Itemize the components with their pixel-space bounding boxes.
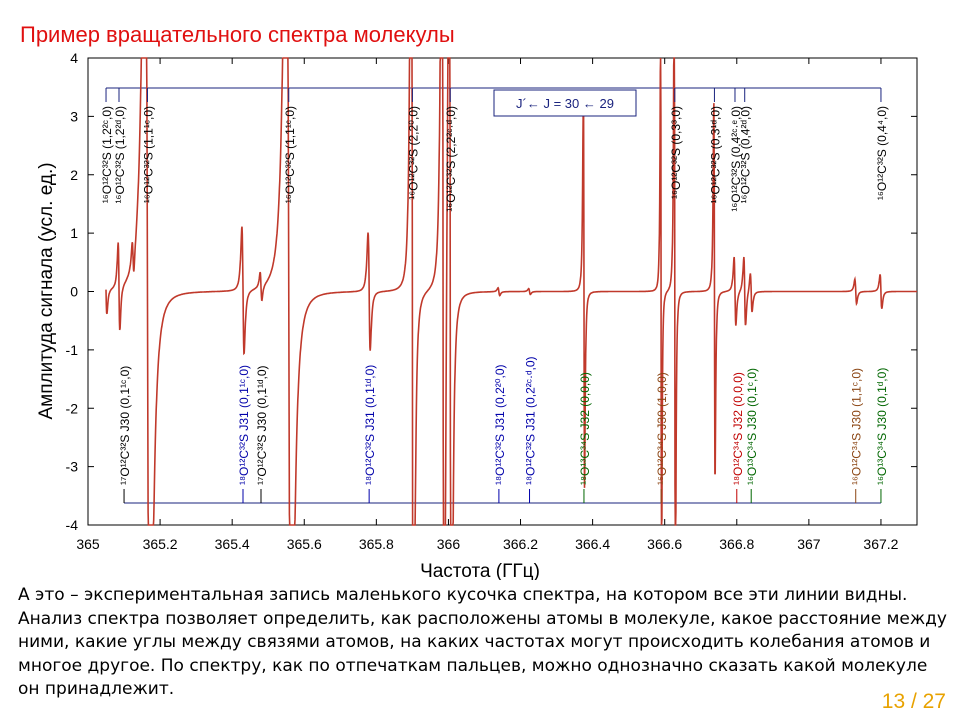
- legend-label: J´← J = 30 ← 29: [516, 96, 614, 111]
- x-tick-label: 367: [797, 536, 821, 552]
- x-tick-label: 365.6: [287, 536, 322, 552]
- y-axis-ticks: -4 -3 -2 -1 0 1 2 3 4: [66, 50, 917, 533]
- assignment-brackets: [106, 87, 881, 504]
- line-assignments: ¹⁶O¹²C³²S (1,2²ᶜ,0)¹⁶O¹²C³²S (1,2²ᵈ,0) ¹⁶…: [100, 88, 889, 503]
- top-assignment-label: ¹⁶O¹²C³²S (0,3³,0): [669, 106, 683, 199]
- y-tick-label: -2: [66, 400, 79, 416]
- bottom-assignment-label: ¹⁷O¹²C³²S J30 (0,1¹ᵈ,0): [255, 365, 269, 485]
- bottom-assignment-label: ¹⁸O¹²C³²S J31 (0,1¹ᵈ,0): [363, 365, 377, 485]
- x-tick-label: 365: [76, 536, 100, 552]
- y-axis-label: Амплитуда сигнала (усл. ед.): [36, 162, 57, 419]
- top-assignment-label: ¹⁶O¹²C³²S (0,4²ᶜ·ᵉ,0): [729, 106, 743, 212]
- spectrum-trace: [105, 57, 917, 526]
- top-assignment-label: ¹⁶O¹²C³²S (1,2²ᶜ,0): [100, 106, 114, 203]
- bottom-assignment-label: ¹⁸O¹²C³⁴S J32 (0,0,0): [731, 372, 745, 485]
- y-tick-label: 0: [70, 284, 78, 300]
- x-tick-label: 366.8: [719, 536, 754, 552]
- bottom-assignment-label: ¹⁸O¹²C³²S J31 (0,2²ᶜ·ᵈ,0): [524, 356, 538, 485]
- y-tick-label: 2: [70, 167, 78, 183]
- y-tick-label: -4: [66, 517, 79, 533]
- top-assignment-label: ¹⁶O¹²C³²S (0,4⁴,0): [875, 106, 889, 200]
- x-tick-label: 365.8: [359, 536, 394, 552]
- x-tick-label: 365.2: [143, 536, 178, 552]
- page-number: 13 / 27: [881, 690, 946, 713]
- y-tick-label: -1: [66, 342, 79, 358]
- bottom-assignment-label: ¹⁷O¹²C³²S J30 (0,1¹ᶜ,0): [118, 366, 132, 485]
- slide-body-text: А это – экспериментальная запись маленьк…: [18, 585, 947, 699]
- bottom-assignment-label: ¹⁶O¹³C³⁴S J30 (0,1ᶜ,0): [745, 368, 759, 485]
- y-tick-label: -3: [66, 459, 79, 475]
- bottom-assignment-label: ¹⁸O¹³C³⁴S J32 (0,0,0): [578, 372, 592, 485]
- x-tick-label: 366: [437, 536, 461, 552]
- top-assignment-label: ¹⁶O¹²C³²S (1,1¹ᶜ,0): [141, 106, 155, 203]
- slide-title: Пример вращательного спектра молекулы: [20, 22, 455, 47]
- top-assignment-label: ¹⁶O¹²C³²S (0,4²ᵈ,0): [739, 106, 753, 203]
- x-axis-label: Частота (ГГц): [420, 561, 540, 580]
- x-tick-label: 366.4: [575, 536, 610, 552]
- spectrum-chart: 365 365.2 365.4 365.6 365.8 366 366.2 366.4 366.…: [36, 50, 918, 580]
- y-tick-label: 4: [70, 50, 78, 66]
- legend-frame: [493, 89, 637, 117]
- x-tick-label: 366.2: [503, 536, 538, 552]
- bottom-assignment-label: ¹⁶O¹²C³⁴S J30 (1,1ᶜ,0): [850, 368, 864, 485]
- bottom-assignment-label: ¹⁶O¹²C³⁴S J30 (1,0,0): [655, 372, 669, 485]
- bottom-assignment-label: ¹⁸O¹²C³²S J31 (0,2²⁰,0): [493, 364, 507, 485]
- top-assignment-label: ¹⁶O¹²C³²S (1,2²ᵈ,0): [113, 106, 127, 203]
- x-tick-label: 366.6: [647, 536, 682, 552]
- legend-box: J´← J = 30 ← 29: [493, 89, 637, 117]
- top-assignment-label: ¹⁶O¹²C³²S (1,1¹ᶜ,0): [283, 106, 297, 203]
- x-axis-ticks: 365 365.2 365.4 365.6 365.8 366 366.2 366.4 366.…: [76, 58, 899, 552]
- y-tick-label: 1: [70, 225, 78, 241]
- bottom-assignment-label: ¹⁸O¹²C³²S J31 (0,1¹ᶜ,0): [237, 365, 251, 485]
- bottom-assignment-label: ¹⁶O¹³C³⁴S J30 (0,1ᵈ,0): [875, 368, 889, 485]
- y-tick-label: 3: [70, 108, 78, 124]
- top-assignment-label: ¹⁶O¹²C³²S (0,3¹ᵈ,0): [708, 106, 722, 203]
- x-tick-label: 367.2: [863, 536, 898, 552]
- top-assignment-label: ¹⁶O¹²C³²S (2,2⁰,0): [406, 106, 420, 200]
- x-tick-label: 365.4: [215, 536, 250, 552]
- top-assignment-label: ¹⁶O¹²C³²S (2,2²ᶜ·ᵈ,0): [444, 106, 458, 212]
